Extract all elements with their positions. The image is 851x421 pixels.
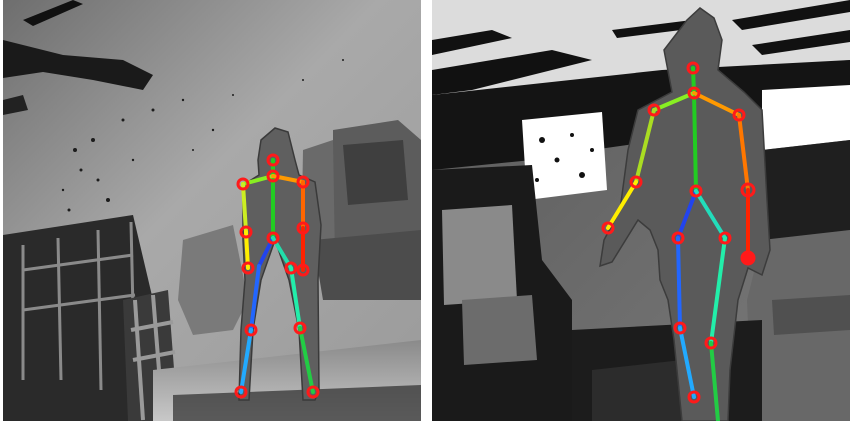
shin-right-bone <box>678 326 696 399</box>
neck-joint <box>266 169 280 183</box>
hip-right-joint <box>671 231 685 245</box>
ceiling-streaks <box>432 0 850 95</box>
depth-scene-right <box>432 0 850 421</box>
upper-arm-right-bone <box>241 182 248 234</box>
head-joint <box>266 153 280 167</box>
hip-left-bone <box>694 189 727 240</box>
elbow-left-joint <box>296 221 310 235</box>
depth-image-right <box>432 0 850 421</box>
armchair <box>178 225 248 335</box>
elbow-left-joint <box>740 182 756 198</box>
wrist-left-joint <box>740 250 756 266</box>
shoulder-left-bone <box>692 91 741 117</box>
floor-patch <box>592 360 687 421</box>
upper-arm-left-bone <box>737 113 750 192</box>
joints-left <box>234 153 320 399</box>
ceiling-shadow <box>3 40 153 90</box>
shoulder-left-joint <box>732 108 746 122</box>
spine-bone <box>692 91 698 193</box>
skeleton-right <box>606 66 750 421</box>
hip-right-bone <box>676 189 698 240</box>
ankle-left-joint <box>306 385 320 399</box>
elbow-right-joint <box>629 175 643 189</box>
screen-noise <box>535 133 594 182</box>
box-lower <box>462 295 537 365</box>
ankle-right-joint <box>234 385 248 399</box>
thigh-right-bone <box>249 264 261 332</box>
joints-right <box>601 61 756 404</box>
shoulder-right-joint <box>236 177 250 191</box>
depth-scene-left <box>3 0 421 421</box>
elbow-right-joint <box>239 225 253 239</box>
thigh-left-bone <box>709 236 727 345</box>
window-bright <box>762 85 850 150</box>
desk <box>313 230 421 300</box>
wrist-left-joint <box>296 263 310 277</box>
shin-left-bone <box>709 341 720 421</box>
knee-left-joint <box>293 321 307 335</box>
hip-left-joint <box>718 231 732 245</box>
thigh-left-bone <box>289 266 302 330</box>
ankle-right-joint <box>687 390 701 404</box>
shoulder-left-joint <box>296 175 310 189</box>
right-dark-panel <box>762 140 850 240</box>
forearm-right-bone <box>606 180 638 230</box>
ceiling-beam <box>23 0 83 26</box>
pelvis-joint <box>689 184 703 198</box>
depth-image-left <box>3 0 421 421</box>
wrist-right-joint <box>241 261 255 275</box>
cabinet-door <box>343 140 408 205</box>
upper-arm-right-bone <box>634 108 656 184</box>
hip-left-joint <box>284 261 298 275</box>
ceiling-fragment <box>3 95 28 115</box>
knee-right-joint <box>673 321 687 335</box>
thigh-right-bone <box>676 236 682 330</box>
knee-right-joint <box>244 323 258 337</box>
shin-right-bone <box>239 328 253 394</box>
box <box>442 205 517 305</box>
shin-left-bone <box>298 326 315 394</box>
screen-bright <box>522 112 607 200</box>
knee-left-joint <box>704 336 718 350</box>
pelvis-joint <box>266 231 280 245</box>
head-joint <box>686 61 700 75</box>
right-drawer <box>772 295 850 335</box>
wrist-right-joint <box>601 221 615 235</box>
shoulder-right-joint <box>647 103 661 117</box>
shoulder-right-bone <box>652 91 696 112</box>
neck-joint <box>687 86 701 100</box>
